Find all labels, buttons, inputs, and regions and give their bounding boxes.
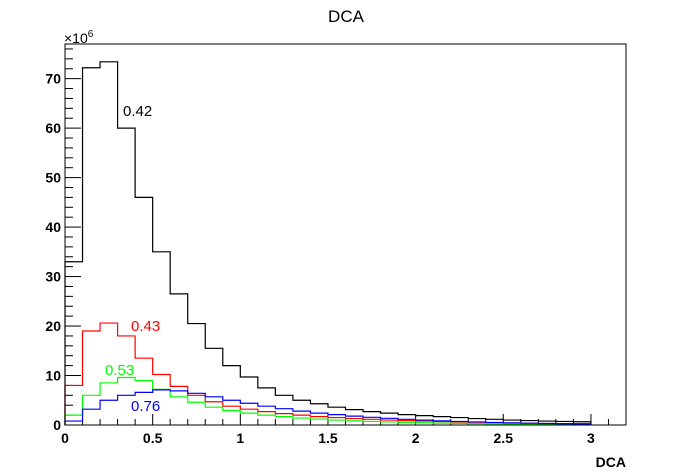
y-tick-label: 30 [45,269,61,285]
y-tick-label: 20 [45,318,61,334]
x-axis-label: DCA [596,454,626,470]
series-line-0 [64,61,592,425]
y-tick-label: 40 [45,219,61,235]
x-tick-label: 1 [236,430,244,446]
x-tick-label: 2 [412,430,420,446]
series-labels-group: 0.42 0.43 0.53 0.76 [105,103,160,415]
y-axis-exponent-power: 6 [88,29,94,40]
series-label-2: 0.53 [105,362,134,379]
series-group [64,61,592,426]
series-label-1: 0.43 [131,318,160,335]
y-tick-label: 70 [45,71,61,87]
y-tick-label: 0 [53,417,61,433]
series-line-2 [64,376,592,426]
y-axis-exponent: ×106 [64,29,94,46]
x-tick-label: 1.5 [318,430,338,446]
series-line-3 [64,389,592,425]
x-tick-label: 3 [587,430,595,446]
chart-title: DCA [328,7,365,26]
y-tick-label: 60 [45,120,61,136]
plot-frame [64,43,627,426]
series-label-0: 0.42 [123,103,152,120]
x-tick-label: 0.5 [143,430,163,446]
series-label-3: 0.76 [131,398,160,415]
x-tick-label: 2.5 [494,430,514,446]
y-axis-exponent-base: ×10 [64,30,88,46]
x-tick-label: 0 [61,430,69,446]
y-tick-label: 10 [45,368,61,384]
y-tick-label: 50 [45,170,61,186]
